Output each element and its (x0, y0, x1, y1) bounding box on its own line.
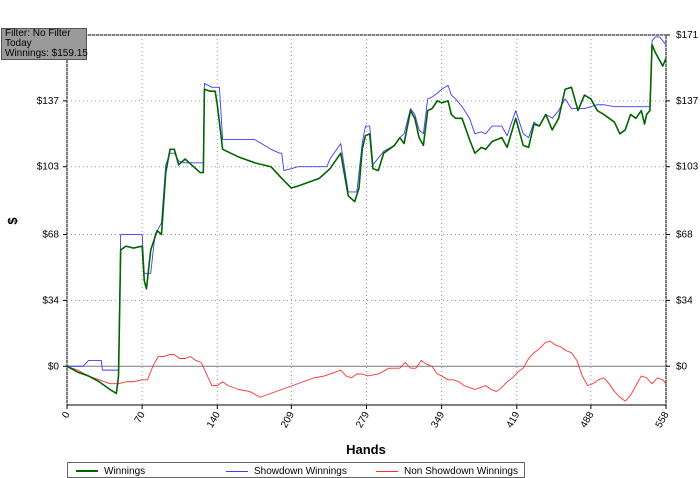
y-tick-label-right-3: $103 (676, 162, 699, 173)
y-tick-label-right-2: $68 (676, 230, 693, 241)
series-lines (66, 36, 667, 402)
x-tick-label-5: 349 (429, 410, 447, 430)
x-tick-label-1: 70 (133, 410, 148, 426)
y-tick-label-left-0: $0 (48, 361, 60, 372)
chart-legend: Winnings Showdown Winnings Non Showdown … (67, 462, 525, 478)
legend-swatch-showdown-winnings (226, 470, 248, 472)
x-tick-label-6: 419 (505, 410, 523, 430)
series-line-winnings (66, 43, 667, 395)
y-tick-label-right-0: $0 (676, 361, 688, 372)
legend-label-showdown-winnings: Showdown Winnings (254, 465, 347, 477)
y-tick-label-left-1: $34 (42, 295, 59, 306)
period-text: Today (5, 38, 32, 49)
filter-text: Filter: No Filter (5, 28, 71, 39)
y-axis-title: $ (5, 217, 20, 225)
x-tick-label-7: 488 (579, 410, 597, 430)
x-tick-label-3: 209 (279, 410, 297, 430)
y-tick-label-right-5: $171 (676, 30, 699, 41)
grid-lines (66, 34, 667, 405)
legend-item-winnings: Winnings (76, 465, 145, 477)
legend-swatch-winnings (76, 470, 98, 472)
y-tick-label-right-4: $137 (676, 96, 699, 107)
x-tick-label-0: 0 (60, 410, 73, 421)
y-tick-label-left-2: $68 (42, 230, 59, 241)
legend-label-non-showdown-winnings: Non Showdown Winnings (404, 465, 518, 477)
y-tick-label-right-1: $34 (676, 295, 693, 306)
legend-item-non-showdown-winnings: Non Showdown Winnings (376, 465, 518, 477)
y-tick-label-left-3: $103 (37, 162, 60, 173)
series-line-non-showdown-winnings (66, 340, 667, 402)
winnings-total-text: Winnings: $159.15 (5, 48, 88, 59)
legend-swatch-non-showdown-winnings (376, 470, 398, 472)
x-axis-title: Hands (346, 442, 386, 457)
legend-label-winnings: Winnings (104, 465, 146, 477)
x-tick-label-8: 558 (654, 410, 672, 430)
legend-item-showdown-winnings: Showdown Winnings (226, 465, 347, 477)
x-tick-label-2: 140 (205, 410, 223, 430)
x-tick-label-4: 279 (354, 410, 372, 430)
filter-info-box: Filter: No Filter Today Winnings: $159.1… (1, 28, 88, 60)
y-tick-label-left-4: $137 (37, 96, 60, 107)
